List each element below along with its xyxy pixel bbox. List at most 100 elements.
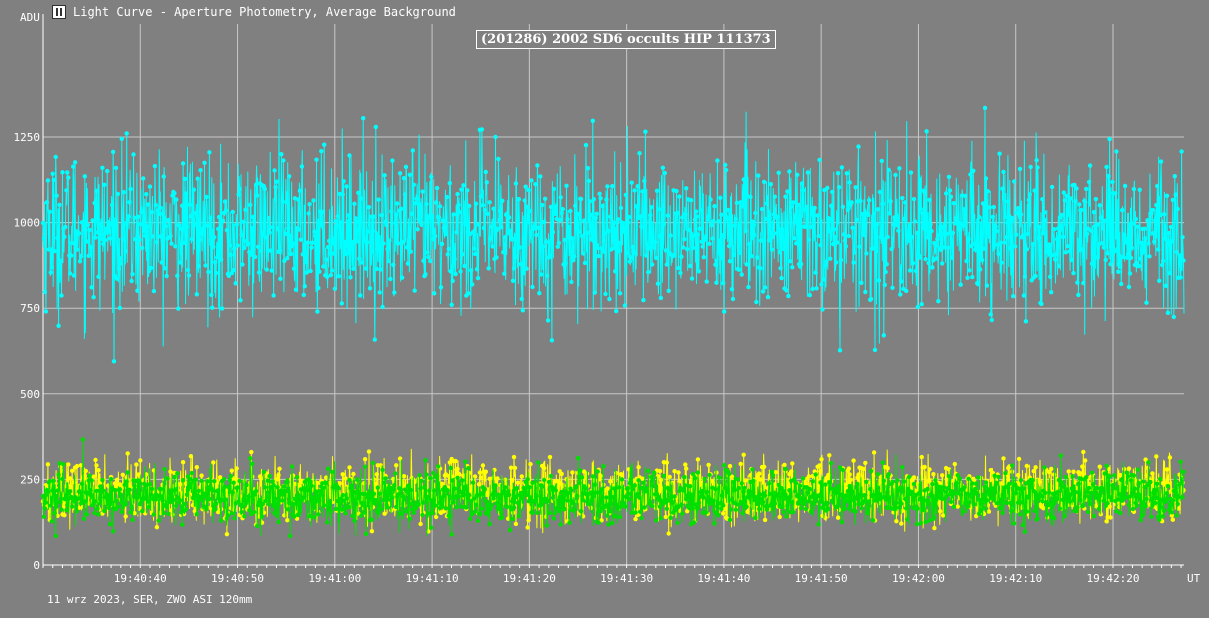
data-point xyxy=(884,505,889,510)
data-point xyxy=(859,506,864,511)
data-point xyxy=(998,505,1003,511)
data-point xyxy=(937,484,942,489)
data-point xyxy=(989,317,994,323)
data-point xyxy=(739,272,744,277)
data-point xyxy=(638,214,643,219)
data-point xyxy=(388,276,393,282)
data-point xyxy=(194,512,199,517)
data-point xyxy=(774,231,779,236)
data-point xyxy=(1162,480,1168,485)
data-point xyxy=(496,156,501,162)
data-point xyxy=(655,281,661,286)
data-point xyxy=(432,488,437,493)
data-point xyxy=(636,478,641,483)
data-point xyxy=(96,512,101,517)
data-point xyxy=(1040,499,1045,504)
data-point xyxy=(273,496,278,502)
data-point xyxy=(685,246,690,252)
data-point xyxy=(650,262,655,267)
data-point xyxy=(277,492,282,498)
data-point xyxy=(788,259,793,264)
data-point xyxy=(1000,510,1005,515)
data-point xyxy=(697,494,703,500)
data-point xyxy=(672,469,677,474)
data-point xyxy=(240,262,245,267)
data-point xyxy=(1174,249,1179,255)
data-point xyxy=(909,489,915,495)
data-point xyxy=(837,465,843,470)
data-point xyxy=(836,185,842,190)
data-point xyxy=(52,510,57,516)
data-point xyxy=(628,491,633,496)
data-point xyxy=(215,255,220,260)
data-point xyxy=(640,476,645,481)
data-point xyxy=(128,510,133,515)
data-point xyxy=(330,241,336,246)
data-point xyxy=(761,179,767,185)
data-point xyxy=(482,487,487,492)
data-point xyxy=(1098,215,1104,220)
data-point xyxy=(1017,166,1023,172)
data-point xyxy=(336,274,341,279)
data-point xyxy=(766,481,772,486)
data-point xyxy=(658,516,664,521)
data-point xyxy=(603,503,608,508)
data-point xyxy=(1079,207,1084,213)
data-point xyxy=(60,476,65,482)
data-point xyxy=(1063,250,1069,255)
data-point xyxy=(252,492,258,497)
data-point xyxy=(813,270,818,275)
data-point xyxy=(125,451,130,456)
data-point xyxy=(764,201,770,206)
data-point xyxy=(472,509,478,514)
data-point xyxy=(1070,474,1075,479)
data-point xyxy=(432,291,437,296)
data-point xyxy=(727,259,733,264)
data-point xyxy=(464,505,469,510)
data-point xyxy=(486,266,491,271)
data-point xyxy=(327,480,333,486)
data-point xyxy=(1176,506,1181,511)
data-point xyxy=(278,276,283,281)
data-point xyxy=(277,466,282,471)
data-point xyxy=(893,172,898,178)
window-title-bar: Light Curve - Aperture Photometry, Avera… xyxy=(52,3,456,21)
data-point xyxy=(1047,470,1052,475)
data-point xyxy=(843,493,848,498)
data-point xyxy=(1164,193,1170,198)
data-point xyxy=(790,265,795,270)
data-point xyxy=(793,220,798,225)
data-point xyxy=(238,298,243,303)
data-point xyxy=(792,477,797,482)
data-point xyxy=(745,494,750,500)
data-point xyxy=(510,278,516,283)
data-point xyxy=(243,207,248,212)
data-point xyxy=(453,458,458,464)
x-tick-label: 19:41:40 xyxy=(697,572,750,585)
data-point xyxy=(849,200,854,205)
data-point xyxy=(324,480,329,486)
data-point xyxy=(917,255,922,260)
data-point xyxy=(755,501,760,507)
data-point xyxy=(1083,494,1088,499)
data-point xyxy=(398,490,404,496)
data-point xyxy=(841,506,847,512)
data-point xyxy=(129,504,134,509)
data-point xyxy=(506,489,511,494)
data-point xyxy=(729,287,735,292)
data-point xyxy=(127,487,132,492)
data-point xyxy=(518,262,523,267)
data-point xyxy=(258,476,264,481)
data-point xyxy=(356,190,361,195)
data-point xyxy=(512,465,518,471)
data-point xyxy=(254,193,260,198)
data-point xyxy=(233,281,238,286)
data-point xyxy=(166,217,171,223)
data-point xyxy=(753,515,758,520)
data-point xyxy=(1150,471,1155,476)
data-point xyxy=(846,506,851,511)
data-point xyxy=(350,513,355,519)
data-point xyxy=(333,506,339,512)
data-point xyxy=(1131,186,1137,192)
data-point xyxy=(577,480,582,485)
